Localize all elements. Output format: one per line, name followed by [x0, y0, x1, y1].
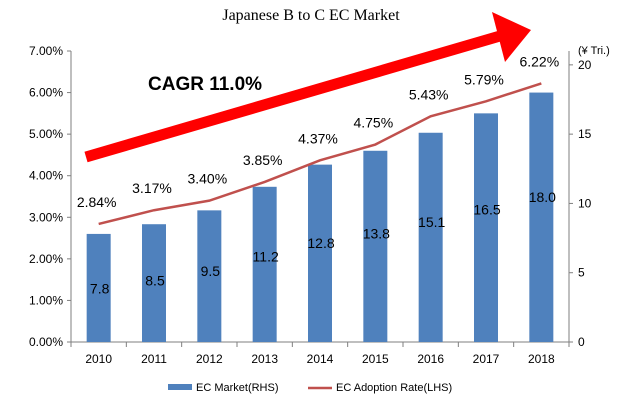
ec-market-bar	[418, 132, 443, 342]
left-axis-tick-label: 0.00%	[29, 335, 63, 349]
legend-bar-label: EC Market(RHS)	[196, 382, 279, 394]
legend-line-label: EC Adoption Rate(LHS)	[336, 382, 452, 394]
x-axis-tick-label: 2017	[473, 352, 500, 366]
adoption-rate-label: 4.37%	[298, 130, 338, 146]
ec-market-bar	[529, 92, 554, 342]
right-axis-tick-label: 10	[578, 196, 592, 210]
legend-bar-swatch	[168, 384, 192, 390]
adoption-rate-label: 4.75%	[353, 115, 393, 131]
adoption-rate-label: 3.40%	[187, 171, 227, 187]
x-axis-tick-label: 2016	[417, 352, 444, 366]
right-axis-tick-label: 0	[578, 335, 585, 349]
ec-market-bar-label: 12.8	[307, 235, 334, 251]
cagr-arrow-head	[492, 12, 531, 62]
left-axis-tick-label: 7.00%	[29, 44, 63, 58]
ec-market-bar	[197, 210, 222, 342]
left-axis-tick-label: 5.00%	[29, 127, 63, 141]
ec-market-bar-label: 11.2	[253, 249, 279, 265]
adoption-rate-line	[98, 82, 542, 226]
x-axis-tick-label: 2011	[141, 352, 167, 366]
left-axis-tick-label: 4.00%	[29, 169, 63, 183]
adoption-rate-label: 3.85%	[243, 152, 283, 168]
x-axis-tick-label: 2013	[251, 352, 278, 366]
left-axis-tick-label: 6.00%	[29, 86, 63, 100]
adoption-rate-label: 2.84%	[77, 194, 117, 210]
ec-market-bar	[308, 164, 332, 342]
x-axis-tick-label: 2018	[528, 352, 555, 366]
x-axis-tick-label: 2012	[196, 352, 223, 366]
ec-market-bar-label: 9.5	[201, 263, 221, 279]
adoption-rate-label: 5.43%	[409, 86, 449, 102]
ec-market-bar-label: 18.0	[529, 189, 556, 205]
adoption-rate-label: 5.79%	[464, 71, 504, 87]
ec-market-bar	[142, 224, 166, 342]
right-axis-unit: (¥ Tri.)	[578, 45, 610, 57]
ec-market-bar	[474, 113, 498, 342]
right-axis-tick-label: 20	[578, 58, 592, 72]
adoption-rate-label: 3.17%	[132, 180, 172, 196]
x-axis-tick-label: 2015	[362, 352, 389, 366]
ec-market-bar-label: 8.5	[145, 272, 165, 288]
left-axis-tick-label: 2.00%	[29, 252, 63, 266]
legend: EC Market(RHS) EC Adoption Rate(LHS)	[168, 382, 452, 394]
ec-market-bar-label: 16.5	[473, 202, 500, 218]
cagr-arrow-shaft	[84, 30, 502, 163]
left-axis-tick-label: 1.00%	[29, 293, 63, 307]
ec-market-bar-label: 15.1	[418, 214, 445, 230]
chart-title: Japanese B to C EC Market	[222, 7, 400, 24]
ec-market-bar	[86, 233, 111, 342]
ec-market-bar	[252, 186, 277, 342]
ec-market-bar	[363, 150, 388, 342]
adoption-rate-label: 6.22%	[519, 53, 559, 69]
x-axis-tick-label: 2010	[85, 352, 112, 366]
x-axis-tick-label: 2014	[307, 352, 334, 366]
ec-market-bar-label: 13.8	[363, 225, 390, 241]
plot-area: 0.00% 1.00% 2.00% 3.00% 4.00% 5.00% 6.00% 7.00%…	[29, 12, 592, 366]
left-axis-tick-label: 3.00%	[29, 210, 63, 224]
ec-market-bar-label: 7.8	[90, 280, 110, 296]
right-axis-tick-label: 5	[578, 266, 585, 280]
right-axis-tick-label: 15	[578, 127, 592, 141]
cagr-annotation: CAGR 11.0%	[148, 74, 262, 95]
